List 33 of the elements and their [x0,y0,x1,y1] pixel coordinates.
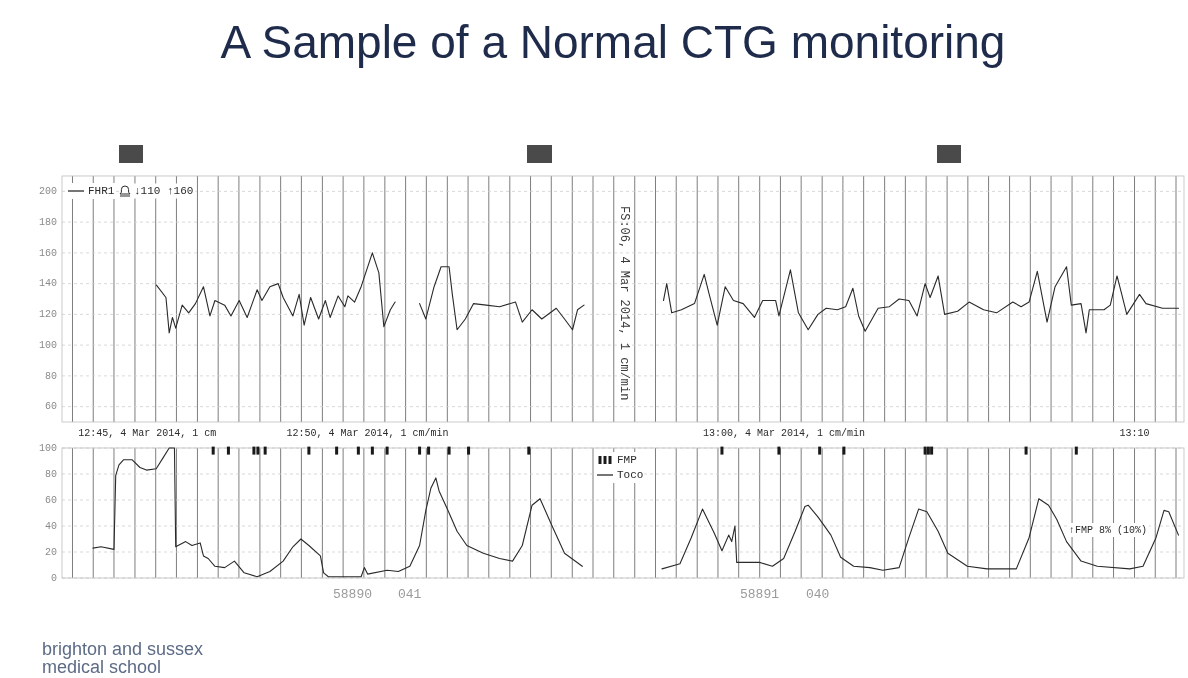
text: 040 [806,587,830,602]
annotation: ↓110 ↑160 [134,184,194,197]
text: 041 [398,587,422,602]
x-tick-label: 13:10 [1119,428,1150,439]
text: , 4 Mar 2014, 1 cm [108,428,217,439]
y-tick-label: 120 [38,309,57,321]
legend-label: FHR1 [88,184,115,197]
y-tick-label: 100 [38,442,57,454]
y-tick-label: 80 [44,370,57,382]
y-tick-label: 80 [44,468,57,480]
y-tick-label: 180 [38,216,57,228]
y-tick-label: 60 [44,494,57,506]
y-tick-label: 60 [44,401,57,413]
y-tick-label: 100 [38,339,57,351]
text: brighton and sussex medical school [42,639,204,677]
y-tick-label: 160 [38,247,57,259]
x-tick-label: 12:50 [286,428,317,439]
text: 58891 [740,587,780,602]
legend-label: Toco [617,468,644,481]
legend-label: FMP [617,453,638,466]
text: 58890 [333,587,373,602]
y-tick-label: 140 [38,278,57,290]
x-tick-label: 12:45 [78,428,109,439]
y-tick-label: 20 [44,546,57,558]
chart-title: A Sample of a Normal CTG monitoring [220,16,1006,68]
y-tick-label: 40 [44,520,57,532]
text: , 4 Mar 2014, 1 cm/min [732,428,865,439]
annotation: ↑FMP 8% (10%) [1069,524,1148,536]
annotation: FS:06, 4 Mar 2014, 1 cm/min [616,206,631,401]
x-tick-label: 13:00 [702,428,733,439]
y-tick-label: 200 [38,186,57,198]
y-tick-label: 0 [50,572,57,584]
text: , 4 Mar 2014, 1 cm/min [316,428,449,439]
